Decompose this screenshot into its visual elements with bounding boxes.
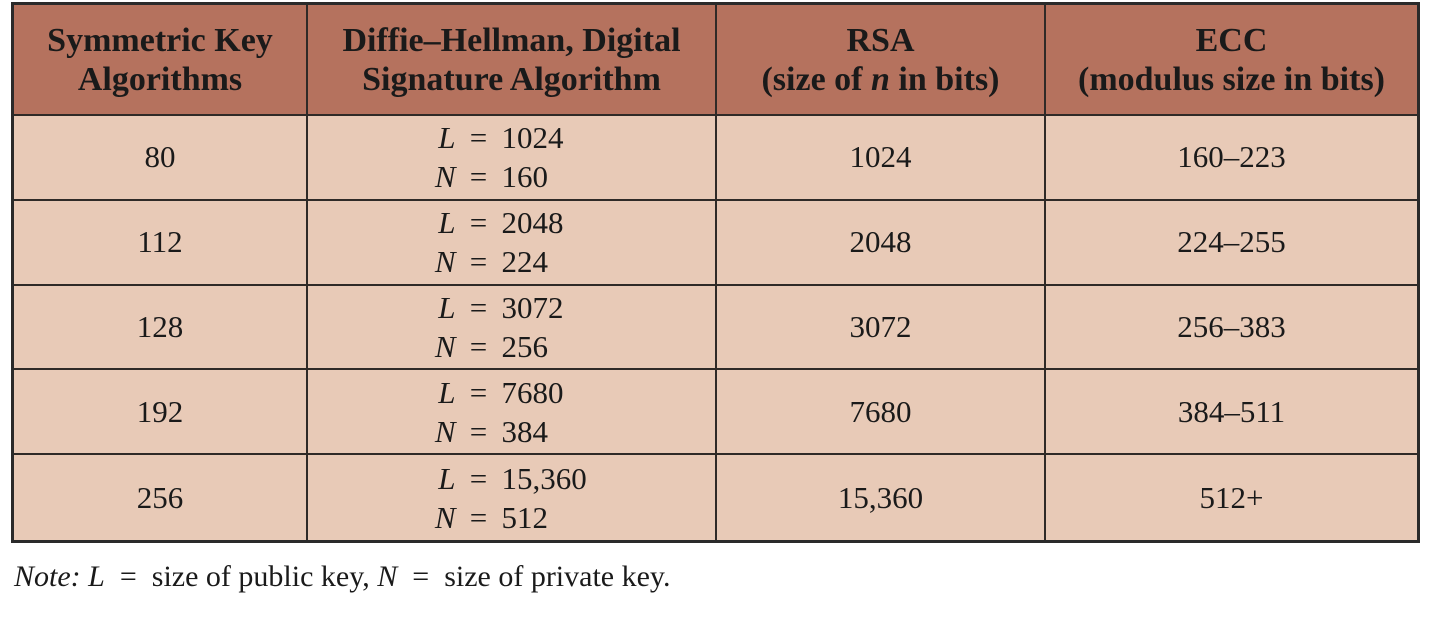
- cell-rsa: 2048: [717, 200, 1046, 286]
- dh-N-line: N = 512: [430, 498, 594, 537]
- note-label: Note:: [14, 560, 81, 593]
- dh-L-var: L: [438, 289, 456, 325]
- cell-ecc: 384–511: [1046, 370, 1417, 456]
- cell-rsa: 1024: [717, 116, 1046, 201]
- dh-N-line: N = 384: [430, 412, 594, 451]
- note-var-N: N: [377, 560, 398, 593]
- header-diffie-hellman: Diffie–Hellman, Digital Signature Algori…: [308, 5, 717, 116]
- header-ecc: ECC (modulus size in bits): [1046, 5, 1417, 116]
- dh-equals: =: [469, 328, 488, 364]
- dh-equals: =: [469, 159, 488, 195]
- dh-N-var: N: [434, 499, 456, 535]
- header-ecc-line2: (modulus size in bits): [1078, 60, 1385, 98]
- header-dh-line1: Diffie–Hellman, Digital: [342, 21, 681, 59]
- dh-L-value: 7680: [501, 374, 564, 410]
- cell-rsa: 7680: [717, 370, 1046, 456]
- dh-L-var: L: [438, 460, 456, 496]
- header-rsa-line2-post: in bits): [889, 60, 1000, 98]
- dh-equals: =: [469, 244, 488, 280]
- note-equals-L: =: [119, 560, 137, 593]
- cell-symmetric: 112: [14, 200, 308, 286]
- table-note: Note: L = size of public key, N = size o…: [14, 560, 670, 594]
- dh-L-line: L = 1024: [430, 118, 594, 157]
- dh-L-var: L: [438, 374, 456, 410]
- dh-L-line: L = 3072: [430, 288, 594, 327]
- header-ecc-line1: ECC: [1195, 21, 1268, 59]
- cell-symmetric: 80: [14, 116, 308, 201]
- dh-L-value: 15,360: [501, 460, 587, 496]
- dh-L-var: L: [438, 120, 456, 156]
- dh-N-value: 256: [501, 328, 549, 364]
- header-rsa-line1: RSA: [846, 21, 915, 59]
- cell-rsa: 3072: [717, 285, 1046, 371]
- cell-rsa: 15,360: [717, 455, 1046, 540]
- header-rsa: RSA (size of n in bits): [717, 5, 1046, 116]
- cell-symmetric: 256: [14, 455, 308, 540]
- dh-L-line: L = 2048: [430, 203, 594, 242]
- dh-N-var: N: [434, 328, 456, 364]
- dh-equals: =: [469, 460, 488, 496]
- dh-N-value: 512: [501, 499, 549, 535]
- key-size-comparison-table: Symmetric Key Algorithms Diffie–Hellman,…: [11, 2, 1420, 543]
- header-rsa-line2-var: n: [871, 60, 890, 98]
- note-equals-N: =: [412, 560, 430, 593]
- cell-ecc: 512+: [1199, 479, 1264, 515]
- dh-N-value: 384: [501, 413, 549, 449]
- dh-equals: =: [469, 374, 488, 410]
- dh-N-line: N = 256: [430, 327, 594, 366]
- note-var-L: L: [88, 560, 105, 593]
- cell-ecc: 224–255: [1046, 201, 1417, 286]
- cell-dh: L = 15,360 N = 512: [308, 455, 717, 540]
- header-symmetric-line2: Algorithms: [77, 60, 243, 98]
- dh-L-value: 1024: [501, 120, 564, 156]
- header-rsa-line2: (size of n in bits): [761, 60, 999, 99]
- cell-dh: L = 2048 N = 224: [308, 200, 717, 286]
- dh-L-var: L: [438, 205, 456, 241]
- header-rsa-line2-pre: (size of: [761, 60, 871, 98]
- header-dh-line2: Signature Algorithm: [362, 60, 661, 98]
- dh-equals: =: [469, 499, 488, 535]
- header-symmetric-line1: Symmetric Key: [47, 21, 273, 59]
- dh-N-value: 224: [501, 244, 549, 280]
- dh-N-line: N = 224: [430, 242, 594, 281]
- dh-N-var: N: [434, 413, 456, 449]
- dh-N-var: N: [434, 159, 456, 195]
- cell-dh: L = 1024 N = 160: [308, 116, 717, 201]
- note-text-N: size of private key.: [444, 560, 671, 593]
- dh-N-value: 160: [501, 159, 549, 195]
- dh-equals: =: [469, 413, 488, 449]
- cell-ecc: 160–223: [1046, 116, 1417, 201]
- cell-symmetric: 192: [14, 370, 308, 456]
- dh-L-value: 2048: [501, 205, 564, 241]
- cell-dh: L = 3072 N = 256: [308, 285, 717, 371]
- dh-L-line: L = 7680: [430, 373, 594, 412]
- dh-L-value: 3072: [501, 289, 564, 325]
- dh-N-var: N: [434, 244, 456, 280]
- dh-equals: =: [469, 120, 488, 156]
- dh-equals: =: [469, 205, 488, 241]
- cell-dh: L = 7680 N = 384: [308, 370, 717, 456]
- cell-ecc: 256–383: [1046, 286, 1417, 371]
- dh-N-line: N = 160: [430, 157, 594, 196]
- note-text-L: size of public key,: [151, 560, 370, 593]
- dh-equals: =: [469, 289, 488, 325]
- header-symmetric: Symmetric Key Algorithms: [14, 5, 308, 116]
- dh-L-line: L = 15,360: [430, 459, 594, 498]
- cell-symmetric: 128: [14, 285, 308, 371]
